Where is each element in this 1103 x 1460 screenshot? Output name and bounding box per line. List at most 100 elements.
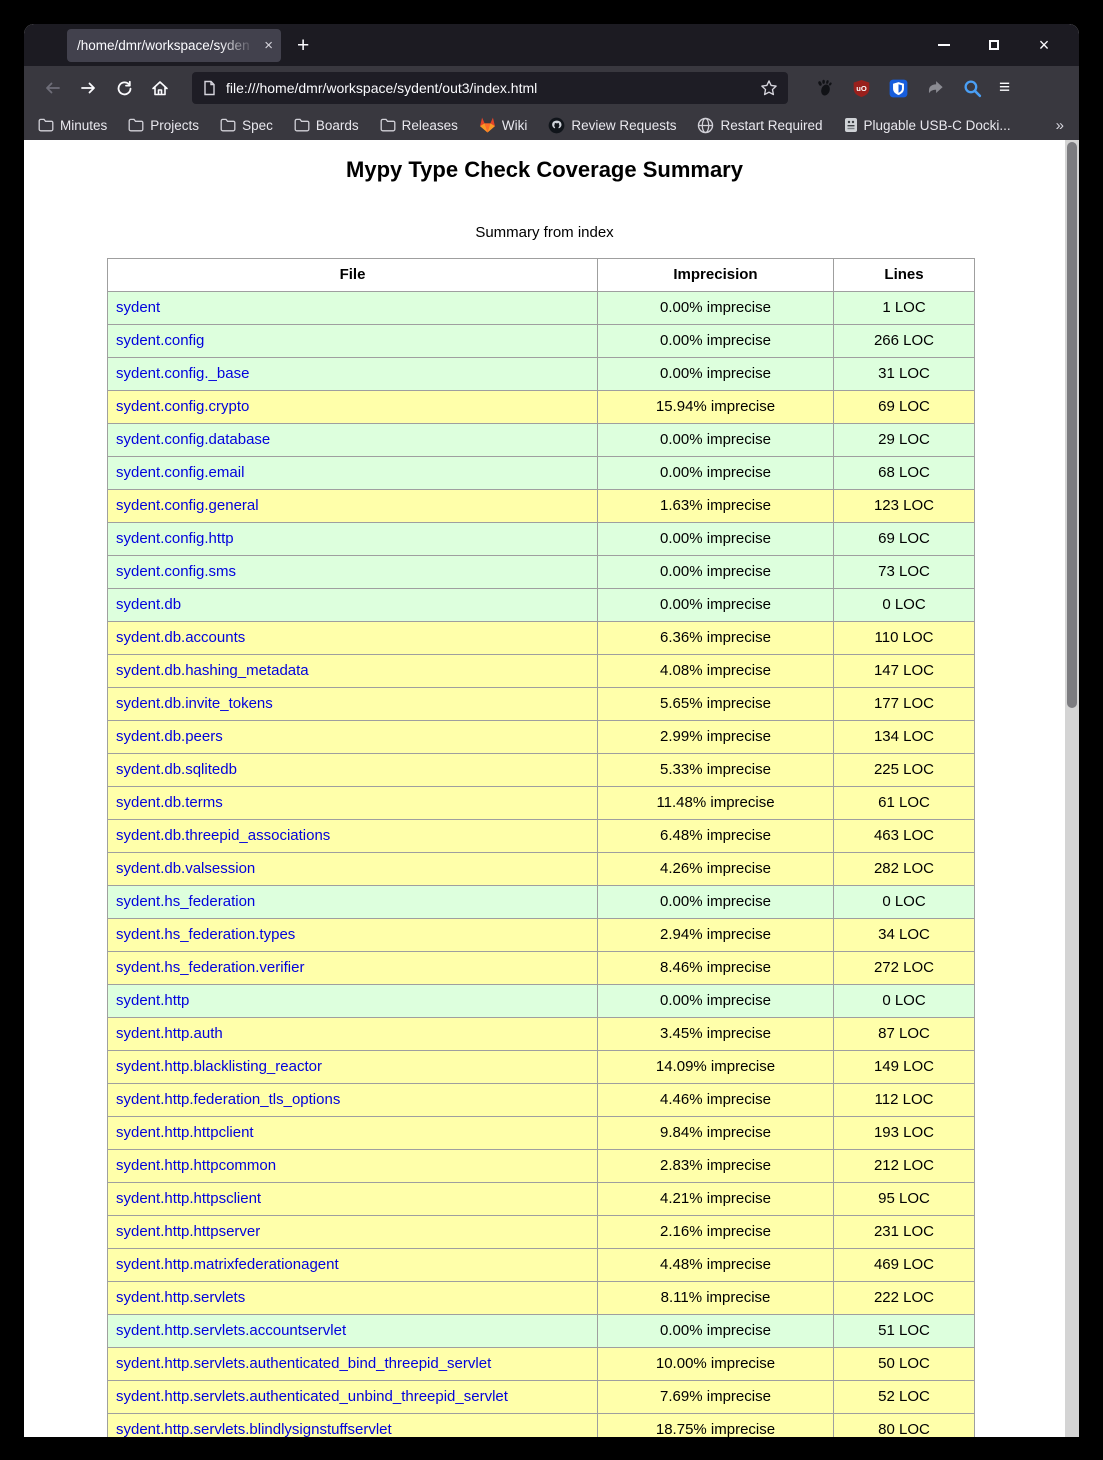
lines-cell: 51 LOC bbox=[833, 1314, 975, 1348]
file-link[interactable]: sydent.http.servlets.blindlysignstuffser… bbox=[116, 1421, 392, 1437]
file-link[interactable]: sydent.http.httpsclient bbox=[116, 1190, 262, 1207]
file-link[interactable]: sydent.db.terms bbox=[116, 794, 223, 811]
share-arrow-extension-icon[interactable] bbox=[925, 78, 945, 98]
table-row: sydent.config 0.00% imprecise 266 LOC bbox=[107, 324, 975, 358]
table-row: sydent.hs_federation.verifier 8.46% impre… bbox=[107, 951, 975, 985]
scrollbar-thumb[interactable] bbox=[1067, 142, 1077, 708]
table-row: sydent.db.invite_tokens 5.65% imprecise 17… bbox=[107, 687, 975, 721]
bookmark-star-icon[interactable] bbox=[760, 79, 778, 97]
bookmark-boards[interactable]: Boards bbox=[294, 118, 359, 133]
file-link[interactable]: sydent.db.threepid_associations bbox=[116, 827, 331, 844]
file-link[interactable]: sydent.config.database bbox=[116, 431, 271, 448]
bookmark-spec[interactable]: Spec bbox=[220, 118, 273, 133]
extension-icons: uO bbox=[814, 78, 982, 98]
reload-button[interactable] bbox=[109, 73, 139, 103]
file-link[interactable]: sydent.db.peers bbox=[116, 728, 223, 745]
file-link[interactable]: sydent.http.servlets.accountservlet bbox=[116, 1322, 347, 1339]
file-link[interactable]: sydent.hs_federation.verifier bbox=[116, 959, 305, 976]
imprecision-cell: 1.63% imprecise bbox=[597, 489, 834, 523]
file-link[interactable]: sydent.hs_federation.types bbox=[116, 926, 296, 943]
file-cell: sydent.http.matrixfederationagent bbox=[107, 1248, 598, 1282]
imprecision-cell: 6.48% imprecise bbox=[597, 819, 834, 853]
file-link[interactable]: sydent.config.crypto bbox=[116, 398, 250, 415]
bookmarks-overflow-icon[interactable]: » bbox=[1055, 116, 1064, 134]
bookmark-plugable-usb-c-docki[interactable]: Plugable USB-C Docki... bbox=[844, 117, 1011, 133]
file-link[interactable]: sydent.http.httpcommon bbox=[116, 1157, 277, 1174]
bookmark-releases[interactable]: Releases bbox=[380, 118, 458, 133]
bookmark-review-requests[interactable]: Review Requests bbox=[548, 117, 676, 134]
lines-cell: 463 LOC bbox=[833, 819, 975, 853]
file-link[interactable]: sydent.http.servlets.authenticated_unbin… bbox=[116, 1388, 508, 1405]
imprecision-cell: 4.26% imprecise bbox=[597, 852, 834, 886]
file-link[interactable]: sydent.http.blacklisting_reactor bbox=[116, 1058, 322, 1075]
imprecision-cell: 4.48% imprecise bbox=[597, 1248, 834, 1282]
imprecision-cell: 0.00% imprecise bbox=[597, 1314, 834, 1348]
menu-icon[interactable]: ≡ bbox=[999, 77, 1011, 98]
bookmark-label: Plugable USB-C Docki... bbox=[863, 117, 1011, 133]
file-link[interactable]: sydent.http.httpclient bbox=[116, 1124, 254, 1141]
ublock-origin-icon[interactable]: uO bbox=[851, 78, 871, 98]
minimize-button[interactable] bbox=[931, 32, 957, 58]
file-link[interactable]: sydent.http.httpserver bbox=[116, 1223, 261, 1240]
table-row: sydent.config.sms 0.00% imprecise 73 LOC bbox=[107, 555, 975, 589]
file-link[interactable]: sydent.config bbox=[116, 332, 205, 349]
lines-cell: 34 LOC bbox=[833, 918, 975, 952]
file-link[interactable]: sydent.db.invite_tokens bbox=[116, 695, 273, 712]
imprecision-cell: 2.99% imprecise bbox=[597, 720, 834, 754]
file-link[interactable]: sydent bbox=[116, 299, 161, 316]
gnome-extension-icon[interactable] bbox=[814, 78, 834, 98]
column-header-imprecision: Imprecision bbox=[597, 258, 834, 292]
url-text[interactable]: file:///home/dmr/workspace/sydent/out3/i… bbox=[226, 80, 538, 96]
lines-cell: 52 LOC bbox=[833, 1380, 975, 1414]
folder-icon bbox=[128, 118, 144, 132]
file-cell: sydent.hs_federation bbox=[107, 885, 598, 919]
file-link[interactable]: sydent.db.valsession bbox=[116, 860, 256, 877]
bookmark-label: Wiki bbox=[501, 117, 528, 133]
lines-cell: 73 LOC bbox=[833, 555, 975, 589]
browser-tab[interactable]: /home/dmr/workspace/syden × bbox=[67, 28, 281, 62]
tab-close-icon[interactable]: × bbox=[264, 36, 273, 54]
file-link[interactable]: sydent.http.matrixfederationagent bbox=[116, 1256, 339, 1273]
new-tab-button[interactable]: + bbox=[297, 33, 310, 57]
file-cell: sydent.config.database bbox=[107, 423, 598, 457]
imprecision-cell: 5.33% imprecise bbox=[597, 753, 834, 787]
file-link[interactable]: sydent.db.accounts bbox=[116, 629, 246, 646]
reload-icon bbox=[124, 80, 131, 86]
table-row: sydent 0.00% imprecise 1 LOC bbox=[107, 291, 975, 325]
back-button[interactable] bbox=[37, 73, 67, 103]
column-header-file: File bbox=[107, 258, 598, 292]
lines-cell: 266 LOC bbox=[833, 324, 975, 358]
file-cell: sydent.db.hashing_metadata bbox=[107, 654, 598, 688]
file-link[interactable]: sydent.db.hashing_metadata bbox=[116, 662, 309, 679]
bookmark-minutes[interactable]: Minutes bbox=[38, 118, 107, 133]
bookmark-wiki[interactable]: Wiki bbox=[479, 117, 528, 133]
file-link[interactable]: sydent.config.sms bbox=[116, 563, 237, 580]
bookmark-restart-required[interactable]: Restart Required bbox=[697, 117, 823, 134]
bookmark-projects[interactable]: Projects bbox=[128, 118, 199, 133]
file-link[interactable]: sydent.db.sqlitedb bbox=[116, 761, 237, 778]
lines-cell: 69 LOC bbox=[833, 390, 975, 424]
file-cell: sydent.db.accounts bbox=[107, 621, 598, 655]
file-link[interactable]: sydent.config._base bbox=[116, 365, 250, 382]
file-link[interactable]: sydent.config.http bbox=[116, 530, 234, 547]
file-link[interactable]: sydent.config.general bbox=[116, 497, 259, 514]
file-link[interactable]: sydent.http.federation_tls_options bbox=[116, 1091, 341, 1108]
file-link[interactable]: sydent.http bbox=[116, 992, 190, 1009]
file-link[interactable]: sydent.http.servlets.authenticated_bind_… bbox=[116, 1355, 492, 1372]
forward-button[interactable] bbox=[73, 73, 103, 103]
url-bar[interactable]: file:///home/dmr/workspace/sydent/out3/i… bbox=[192, 72, 788, 104]
bitwarden-icon[interactable] bbox=[888, 78, 908, 98]
home-button[interactable] bbox=[145, 73, 175, 103]
file-link[interactable]: sydent.config.email bbox=[116, 464, 245, 481]
file-link[interactable]: sydent.hs_federation bbox=[116, 893, 256, 910]
search-icon[interactable] bbox=[962, 78, 982, 98]
bookmark-label: Projects bbox=[150, 117, 200, 133]
file-link[interactable]: sydent.http.auth bbox=[116, 1025, 223, 1042]
close-button[interactable]: × bbox=[1038, 34, 1050, 55]
file-cell: sydent.http.auth bbox=[107, 1017, 598, 1051]
file-link[interactable]: sydent.http.servlets bbox=[116, 1289, 246, 1306]
file-link[interactable]: sydent.db bbox=[116, 596, 182, 613]
table-row: sydent.http.blacklisting_reactor 14.09% i… bbox=[107, 1050, 975, 1084]
maximize-button[interactable] bbox=[981, 32, 1007, 58]
imprecision-cell: 0.00% imprecise bbox=[597, 456, 834, 490]
